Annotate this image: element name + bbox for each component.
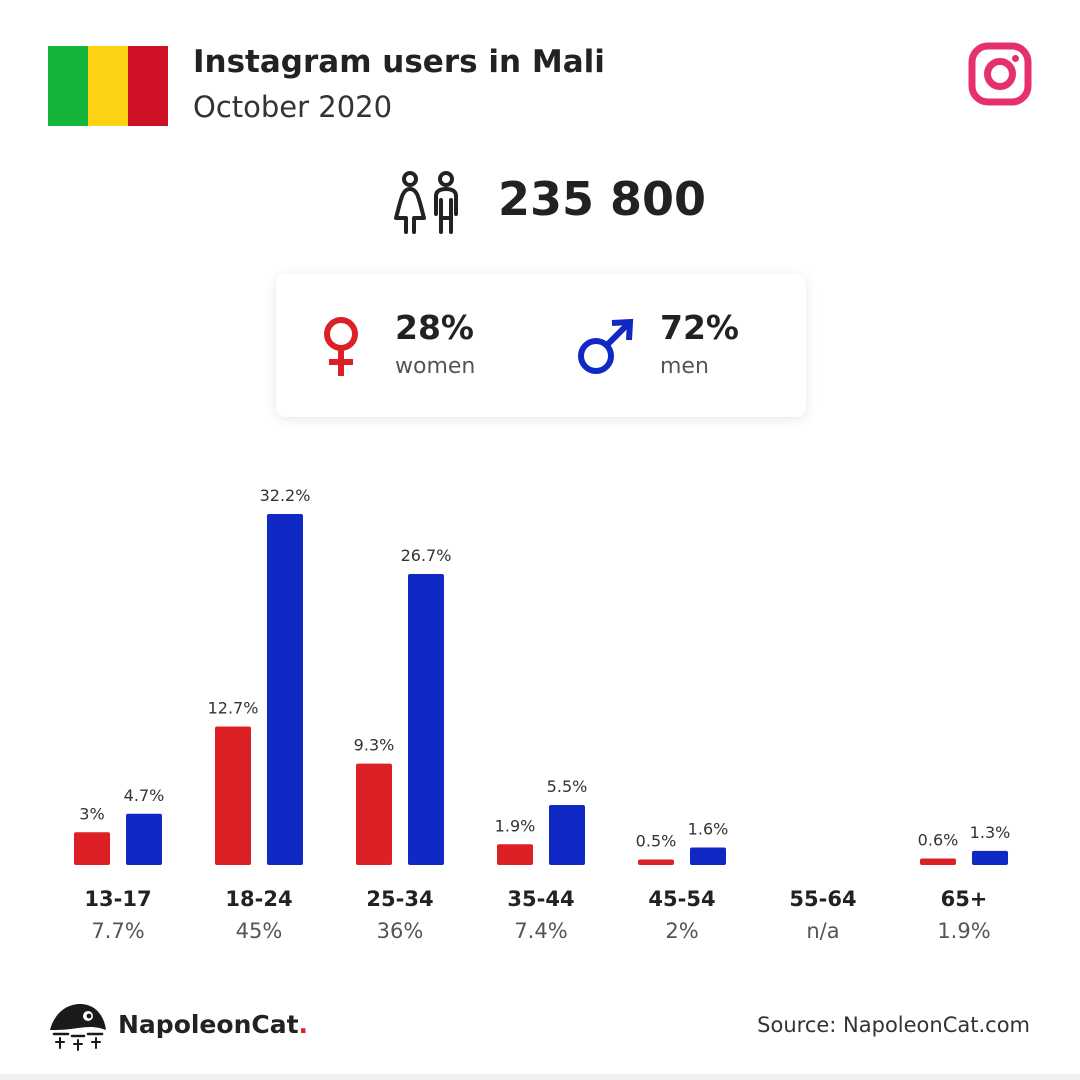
- data-label-men-18-24: 32.2%: [260, 486, 311, 505]
- source-text: Source: NapoleonCat.com: [757, 1013, 1030, 1037]
- bar-men-18-24: [267, 514, 303, 865]
- bar-men-25-34: [408, 573, 444, 865]
- bottom-bar: [0, 1074, 1080, 1080]
- bar-women-65+: [920, 858, 956, 865]
- data-label-women-13-17: 3%: [79, 804, 104, 823]
- bar-men-13-17: [126, 813, 162, 865]
- data-label-women-45-54: 0.5%: [636, 832, 677, 851]
- category-label-13-17: 13-17: [84, 887, 151, 911]
- flag-stripe-yellow: [88, 46, 128, 126]
- data-label-men-25-34: 26.7%: [401, 546, 452, 565]
- category-label-55-64: 55-64: [789, 887, 856, 911]
- instagram-icon: [968, 42, 1032, 106]
- brand-text: NapoleonCat: [118, 1010, 299, 1039]
- women-percentage: 28%: [395, 308, 474, 347]
- brand-name: NapoleonCat.: [118, 1010, 308, 1039]
- category-total-13-17: 7.7%: [91, 919, 144, 943]
- bar-women-35-44: [497, 844, 533, 865]
- category-total-45-54: 2%: [665, 919, 698, 943]
- female-symbol-icon: [324, 317, 358, 376]
- category-total-18-24: 45%: [236, 919, 283, 943]
- category-label-45-54: 45-54: [648, 887, 715, 911]
- data-label-women-65+: 0.6%: [918, 830, 959, 849]
- category-label-25-34: 25-34: [366, 887, 433, 911]
- category-label-35-44: 35-44: [507, 887, 574, 911]
- bar-women-18-24: [215, 726, 251, 865]
- data-label-women-25-34: 9.3%: [354, 736, 395, 755]
- page-title: Instagram users in Mali: [193, 44, 605, 80]
- women-label: women: [395, 354, 476, 379]
- data-label-men-45-54: 1.6%: [688, 820, 729, 839]
- mali-flag: [48, 46, 168, 126]
- category-total-65+: 1.9%: [937, 919, 990, 943]
- bar-women-45-54: [638, 859, 674, 865]
- data-label-women-35-44: 1.9%: [495, 816, 536, 835]
- bar-men-35-44: [549, 805, 585, 865]
- people-icon: [394, 171, 458, 234]
- data-label-men-13-17: 4.7%: [124, 786, 165, 805]
- category-total-25-34: 36%: [377, 919, 424, 943]
- napoleoncat-logo-icon: [50, 1004, 106, 1051]
- age-gender-bar-chart: 3% 4.7% 13-17 7.7% 12.7% 32.2% 18-24 45% 9.3% 26.…: [74, 486, 1011, 943]
- gender-card: 28% women 72% men: [276, 274, 806, 417]
- total-users: 235 800: [498, 172, 707, 226]
- men-label: men: [660, 354, 709, 379]
- bar-women-25-34: [356, 763, 392, 865]
- page-subtitle: October 2020: [193, 90, 393, 124]
- category-total-35-44: 7.4%: [514, 919, 567, 943]
- category-label-18-24: 18-24: [225, 887, 292, 911]
- category-label-65+: 65+: [941, 887, 988, 911]
- data-label-women-18-24: 12.7%: [208, 699, 259, 718]
- bar-men-65+: [972, 850, 1008, 865]
- bar-men-45-54: [690, 847, 726, 865]
- data-label-men-35-44: 5.5%: [547, 777, 588, 796]
- brand-dot: .: [298, 1010, 309, 1039]
- data-label-men-65+: 1.3%: [970, 823, 1011, 842]
- men-percentage: 72%: [660, 308, 739, 347]
- male-symbol-icon: [578, 318, 634, 374]
- category-total-55-64: n/a: [806, 919, 839, 943]
- flag-stripe-red: [128, 46, 168, 126]
- flag-stripe-green: [48, 46, 88, 126]
- bar-women-13-17: [74, 832, 110, 865]
